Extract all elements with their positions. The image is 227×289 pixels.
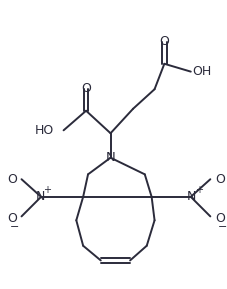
Text: −: − — [10, 222, 20, 232]
Text: O: O — [7, 212, 17, 225]
Text: O: O — [159, 35, 168, 48]
Text: O: O — [214, 173, 224, 186]
Text: O: O — [81, 82, 91, 95]
Text: N: N — [105, 151, 115, 164]
Text: +: + — [194, 185, 202, 195]
Text: HO: HO — [35, 124, 54, 137]
Text: +: + — [43, 185, 51, 195]
Text: OH: OH — [192, 65, 211, 78]
Text: O: O — [7, 173, 17, 186]
Text: N: N — [186, 190, 196, 203]
Text: N: N — [35, 190, 44, 203]
Text: −: − — [217, 222, 227, 232]
Text: O: O — [214, 212, 224, 225]
